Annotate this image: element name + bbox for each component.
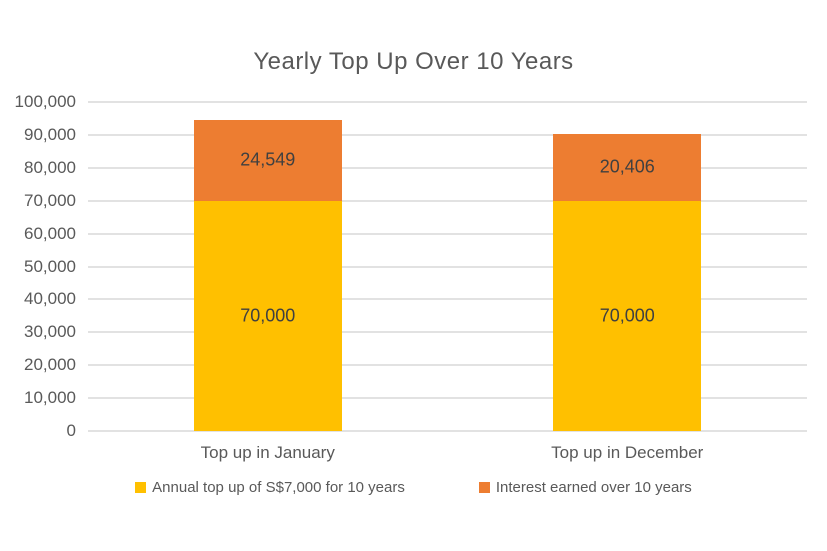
bar-segment: 24,549 — [193, 119, 342, 201]
x-axis-label: Top up in January — [200, 443, 335, 462]
plot-area: 70,000 24,549 70,000 20,406 — [88, 101, 807, 432]
gridline — [88, 364, 807, 367]
bar-segment: 70,000 — [193, 200, 342, 431]
bar-segment: 70,000 — [553, 200, 702, 431]
legend-swatch-icon — [135, 482, 147, 493]
y-tick-label: 30,000 — [24, 322, 76, 342]
gridline — [88, 397, 807, 400]
y-axis: 100,000 90,000 80,000 70,000 60,000 50,000 40,… — [0, 92, 76, 440]
x-axis-label: Top up in December — [551, 443, 704, 462]
y-tick-label: 40,000 — [24, 289, 76, 309]
legend: Annual top up of S$7,000 for 10 years Int… — [0, 479, 827, 496]
legend-item: Annual top up of S$7,000 for 10 years — [135, 479, 405, 496]
gridline — [88, 232, 807, 235]
legend-label: Interest earned over 10 years — [495, 479, 692, 496]
bar-value-label: 20,406 — [599, 156, 655, 177]
gridline — [88, 166, 807, 169]
gridline — [88, 199, 807, 202]
y-tick-label: 90,000 — [24, 124, 76, 144]
y-tick-label: 100,000 — [14, 92, 76, 111]
y-tick-label: 10,000 — [24, 388, 76, 408]
chart-title: Yearly Top Up Over 10 Years — [253, 48, 574, 75]
legend-label: Annual top up of S$7,000 for 10 years — [152, 479, 405, 496]
x-axis: Top up in January Top up in December — [88, 431, 807, 469]
y-tick-label: 20,000 — [24, 355, 76, 375]
y-tick-label: 70,000 — [24, 190, 76, 210]
y-tick-label: 0 — [66, 421, 76, 440]
gridline — [88, 430, 807, 432]
gridline — [88, 331, 807, 334]
bar-top-up-in-january: 70,000 24,549 — [193, 102, 342, 431]
gridline — [88, 133, 807, 136]
gridline — [88, 101, 807, 103]
gridline — [88, 298, 807, 301]
legend-swatch-icon — [478, 482, 490, 493]
y-tick-label: 50,000 — [24, 256, 76, 276]
gridline — [88, 265, 807, 268]
bar-value-label: 24,549 — [240, 149, 296, 170]
legend-item: Interest earned over 10 years — [478, 479, 692, 496]
bar-value-label: 70,000 — [599, 305, 655, 326]
y-tick-label: 80,000 — [24, 157, 76, 177]
bar-top-up-in-december: 70,000 20,406 — [553, 102, 702, 431]
y-tick-label: 60,000 — [24, 223, 76, 243]
bar-segment: 20,406 — [553, 133, 702, 201]
bar-value-label: 70,000 — [240, 305, 296, 326]
